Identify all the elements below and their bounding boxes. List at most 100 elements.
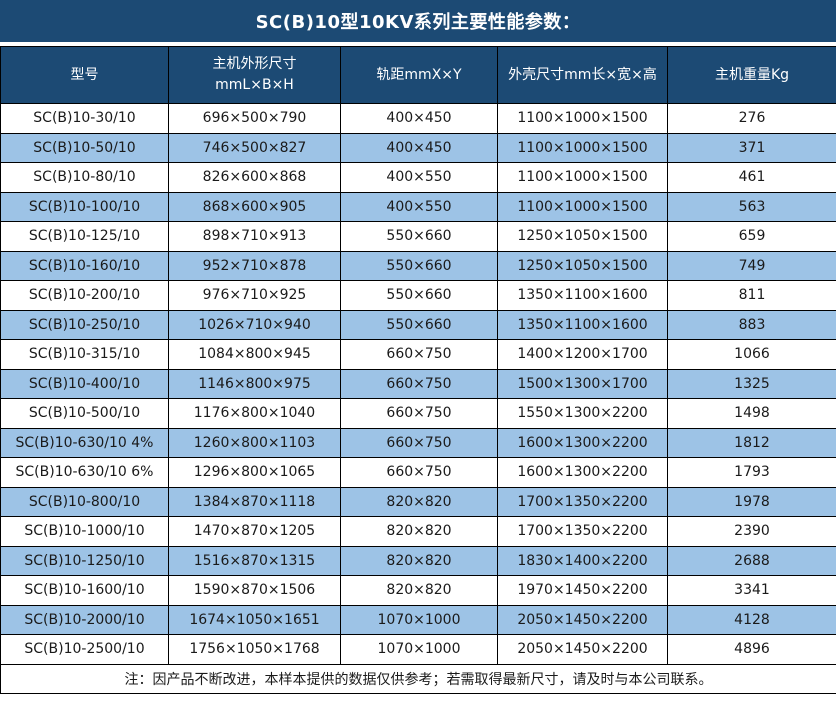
cell-shell-dimensions: 1100×1000×1500 (497, 162, 668, 193)
note-text: 注：因产品不断改进，本样本提供的数据仅供参考；若需取得最新尺寸，请及时与本公司联… (0, 663, 836, 694)
cell-model: SC(B)10-1000/10 (0, 516, 169, 547)
cell-shell-dimensions: 1970×1450×2200 (497, 575, 668, 606)
cell-rail-gauge: 1070×1000 (340, 604, 498, 635)
cell-model: SC(B)10-1250/10 (0, 545, 169, 576)
cell-model: SC(B)10-315/10 (0, 339, 169, 370)
cell-model: SC(B)10-250/10 (0, 309, 169, 340)
cell-shell-dimensions: 1250×1050×1500 (497, 221, 668, 252)
column-header-weight: 主机重量Kg (667, 46, 836, 104)
spec-table: 型号 主机外形尺寸 mmL×B×H 轨距mmX×Y 外壳尺寸mm长×宽×高 主机… (0, 46, 836, 694)
cell-host-dimensions: 1470×870×1205 (168, 516, 341, 547)
column-header-rail-gauge: 轨距mmX×Y (340, 46, 498, 104)
cell-host-dimensions: 952×710×878 (168, 250, 341, 281)
cell-shell-dimensions: 1600×1300×2200 (497, 457, 668, 488)
cell-rail-gauge: 660×750 (340, 398, 498, 429)
cell-weight: 563 (667, 191, 836, 222)
cell-model: SC(B)10-500/10 (0, 398, 169, 429)
note-row: 注：因产品不断改进，本样本提供的数据仅供参考；若需取得最新尺寸，请及时与本公司联… (0, 663, 836, 694)
table-row: SC(B)10-500/10 1176×800×1040 660×750 155… (0, 398, 836, 429)
cell-model: SC(B)10-1600/10 (0, 575, 169, 606)
cell-rail-gauge: 820×820 (340, 516, 498, 547)
cell-weight: 2390 (667, 516, 836, 547)
table-row: SC(B)10-160/10 952×710×878 550×660 1250×… (0, 250, 836, 281)
cell-shell-dimensions: 1350×1100×1600 (497, 309, 668, 340)
cell-host-dimensions: 898×710×913 (168, 221, 341, 252)
cell-shell-dimensions: 2050×1450×2200 (497, 604, 668, 635)
cell-weight: 659 (667, 221, 836, 252)
table-row: SC(B)10-1000/10 1470×870×1205 820×820 17… (0, 516, 836, 547)
table-body: SC(B)10-30/10 696×500×790 400×450 1100×1… (0, 103, 836, 665)
cell-rail-gauge: 660×750 (340, 339, 498, 370)
column-header-shell-size: 外壳尺寸mm长×宽×高 (497, 46, 668, 104)
table-row: SC(B)10-80/10 826×600×868 400×550 1100×1… (0, 162, 836, 193)
column-header-host-size-line1: 主机外形尺寸 (212, 56, 297, 72)
cell-shell-dimensions: 2050×1450×2200 (497, 634, 668, 665)
cell-weight: 811 (667, 280, 836, 311)
table-row: SC(B)10-400/10 1146×800×975 660×750 1500… (0, 368, 836, 399)
cell-weight: 3341 (667, 575, 836, 606)
table-row: SC(B)10-630/10 4% 1260×800×1103 660×750 … (0, 427, 836, 458)
cell-host-dimensions: 1146×800×975 (168, 368, 341, 399)
table-row: SC(B)10-1600/10 1590×870×1506 820×820 19… (0, 575, 836, 606)
cell-model: SC(B)10-160/10 (0, 250, 169, 281)
cell-host-dimensions: 826×600×868 (168, 162, 341, 193)
cell-rail-gauge: 400×550 (340, 162, 498, 193)
cell-shell-dimensions: 1400×1200×1700 (497, 339, 668, 370)
table-row: SC(B)10-50/10 746×500×827 400×450 1100×1… (0, 132, 836, 163)
cell-host-dimensions: 1084×800×945 (168, 339, 341, 370)
cell-rail-gauge: 400×550 (340, 191, 498, 222)
cell-model: SC(B)10-125/10 (0, 221, 169, 252)
cell-model: SC(B)10-800/10 (0, 486, 169, 517)
cell-host-dimensions: 976×710×925 (168, 280, 341, 311)
cell-weight: 461 (667, 162, 836, 193)
cell-weight: 1793 (667, 457, 836, 488)
column-header-weight-label: 主机重量Kg (714, 66, 790, 83)
table-row: SC(B)10-315/10 1084×800×945 660×750 1400… (0, 339, 836, 370)
cell-rail-gauge: 820×820 (340, 486, 498, 517)
cell-model: SC(B)10-30/10 (0, 103, 169, 134)
cell-shell-dimensions: 1830×1400×2200 (497, 545, 668, 576)
cell-model: SC(B)10-2500/10 (0, 634, 169, 665)
cell-weight: 883 (667, 309, 836, 340)
cell-host-dimensions: 1590×870×1506 (168, 575, 341, 606)
cell-host-dimensions: 1026×710×940 (168, 309, 341, 340)
cell-host-dimensions: 1516×870×1315 (168, 545, 341, 576)
cell-weight: 4128 (667, 604, 836, 635)
table-row: SC(B)10-125/10 898×710×913 550×660 1250×… (0, 221, 836, 252)
cell-model: SC(B)10-2000/10 (0, 604, 169, 635)
cell-weight: 1978 (667, 486, 836, 517)
column-header-host-size-line2: mmL×B×H (215, 77, 294, 93)
cell-host-dimensions: 1176×800×1040 (168, 398, 341, 429)
table-row: SC(B)10-630/10 6% 1296×800×1065 660×750 … (0, 457, 836, 488)
cell-rail-gauge: 1070×1000 (340, 634, 498, 665)
cell-shell-dimensions: 1550×1300×2200 (497, 398, 668, 429)
cell-weight: 276 (667, 103, 836, 134)
cell-shell-dimensions: 1100×1000×1500 (497, 191, 668, 222)
cell-model: SC(B)10-400/10 (0, 368, 169, 399)
cell-weight: 749 (667, 250, 836, 281)
cell-host-dimensions: 868×600×905 (168, 191, 341, 222)
column-header-model: 型号 (0, 46, 169, 104)
cell-shell-dimensions: 1100×1000×1500 (497, 103, 668, 134)
cell-rail-gauge: 660×750 (340, 427, 498, 458)
cell-rail-gauge: 550×660 (340, 280, 498, 311)
cell-shell-dimensions: 1700×1350×2200 (497, 486, 668, 517)
cell-shell-dimensions: 1100×1000×1500 (497, 132, 668, 163)
cell-model: SC(B)10-50/10 (0, 132, 169, 163)
cell-host-dimensions: 746×500×827 (168, 132, 341, 163)
table-row: SC(B)10-2000/10 1674×1050×1651 1070×1000… (0, 604, 836, 635)
cell-weight: 1812 (667, 427, 836, 458)
cell-shell-dimensions: 1700×1350×2200 (497, 516, 668, 547)
table-header: 型号 主机外形尺寸 mmL×B×H 轨距mmX×Y 外壳尺寸mm长×宽×高 主机… (0, 46, 836, 104)
table-row: SC(B)10-30/10 696×500×790 400×450 1100×1… (0, 103, 836, 134)
cell-rail-gauge: 820×820 (340, 545, 498, 576)
cell-rail-gauge: 400×450 (340, 132, 498, 163)
cell-rail-gauge: 660×750 (340, 368, 498, 399)
cell-host-dimensions: 696×500×790 (168, 103, 341, 134)
cell-model: SC(B)10-100/10 (0, 191, 169, 222)
column-header-rail-gauge-label: 轨距mmX×Y (376, 66, 462, 83)
page-title: SC(B)10型10KV系列主要性能参数： (0, 0, 836, 42)
table-row: SC(B)10-2500/10 1756×1050×1768 1070×1000… (0, 634, 836, 665)
cell-weight: 4896 (667, 634, 836, 665)
